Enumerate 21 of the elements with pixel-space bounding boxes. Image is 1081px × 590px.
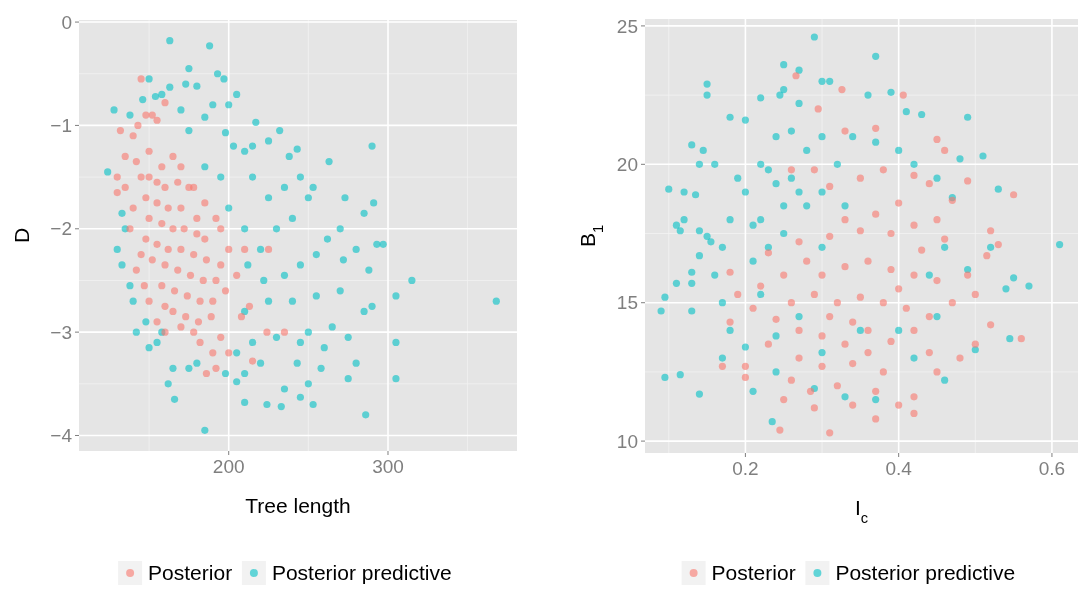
x-tick-label: 0.2: [732, 458, 759, 479]
y-tick-label: 15: [616, 292, 638, 314]
y-tick-label: 25: [616, 15, 638, 37]
y-tick-label: 0: [61, 11, 72, 33]
x-tick-label: 200: [212, 456, 245, 477]
y-tick-label: 20: [616, 153, 638, 175]
y-tick-label: −1: [50, 115, 72, 137]
x-tick-label: 300: [372, 456, 404, 477]
legend-label: Posterior predictive: [271, 561, 452, 585]
legend-label: Posterior predictive: [835, 561, 1016, 585]
x-tick-label: 0.6: [1038, 458, 1066, 479]
legend-label: Posterior: [711, 561, 796, 585]
x-axis-title: Tree length: [245, 494, 351, 517]
y-axis-title: D: [10, 227, 33, 244]
y-tick-label: −3: [50, 321, 72, 343]
legend-label: Posterior: [148, 561, 233, 585]
y-tick-label: −4: [50, 425, 73, 447]
x-axis-title: I$_{c}$: [854, 496, 869, 526]
y-tick-label: −2: [50, 218, 72, 240]
y-tick-label: 10: [616, 430, 638, 452]
x-tick-label: 0.4: [885, 458, 913, 479]
